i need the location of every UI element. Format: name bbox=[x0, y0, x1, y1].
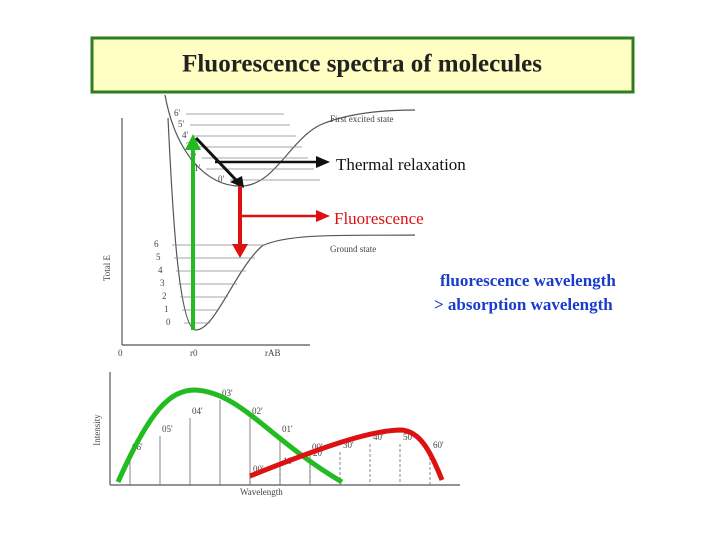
peak-label: 01' bbox=[282, 424, 293, 434]
arrowhead bbox=[232, 244, 248, 258]
rab-label: rAB bbox=[265, 348, 281, 358]
ground-label: Ground state bbox=[330, 244, 376, 254]
arrowhead bbox=[316, 156, 330, 168]
peak-label: 04' bbox=[192, 406, 203, 416]
title-box bbox=[90, 36, 635, 94]
level-label: 2 bbox=[162, 291, 167, 301]
excited-label: First excited state bbox=[330, 114, 393, 124]
level-label: 0 bbox=[166, 317, 171, 327]
absorption-band bbox=[115, 387, 344, 485]
note: > absorption wavelength bbox=[434, 295, 613, 314]
relaxation-arrow bbox=[194, 136, 238, 182]
level-label: 4 bbox=[158, 265, 163, 275]
title: Fluorescence spectra of molecules bbox=[182, 51, 542, 78]
thermal-label: Thermal relaxation bbox=[336, 155, 466, 174]
excited-curve bbox=[164, 94, 416, 187]
level-label: 1' bbox=[194, 163, 201, 173]
arrowhead bbox=[185, 134, 201, 150]
arrowhead bbox=[230, 176, 244, 188]
energy-diagram bbox=[121, 94, 416, 346]
peak-label: 00' bbox=[253, 464, 264, 474]
x-label: Wavelength bbox=[240, 487, 283, 497]
origin: 0 bbox=[118, 348, 123, 358]
level-label: 0' bbox=[218, 174, 225, 184]
peak-label: 20' bbox=[313, 448, 324, 458]
peak-label: 02' bbox=[252, 406, 263, 416]
peak-label: 30' bbox=[343, 440, 354, 450]
note: fluorescence wavelength bbox=[440, 271, 616, 290]
arrowhead bbox=[316, 210, 330, 222]
fluorescence-label: Fluorescence bbox=[334, 209, 424, 228]
peak-label: 00' bbox=[312, 442, 323, 452]
peak-label: 03' bbox=[222, 388, 233, 398]
ground-curve bbox=[167, 117, 416, 331]
emission-band bbox=[249, 427, 445, 481]
level-label: 1 bbox=[164, 304, 169, 314]
y-label: Total E bbox=[102, 254, 112, 281]
level-label: 6' bbox=[174, 108, 181, 118]
r0-label: r0 bbox=[190, 348, 198, 358]
peak-label: 05' bbox=[162, 424, 173, 434]
level-label: 4' bbox=[182, 130, 189, 140]
y-label: Intensity bbox=[92, 414, 102, 446]
level-label: 3 bbox=[160, 278, 165, 288]
peak-label: 50' bbox=[403, 432, 414, 442]
level-label: 5' bbox=[178, 119, 185, 129]
level-label: 6 bbox=[154, 239, 159, 249]
level-label: 5 bbox=[156, 252, 161, 262]
peak-label: 40' bbox=[373, 432, 384, 442]
peak-label: 60' bbox=[433, 440, 444, 450]
